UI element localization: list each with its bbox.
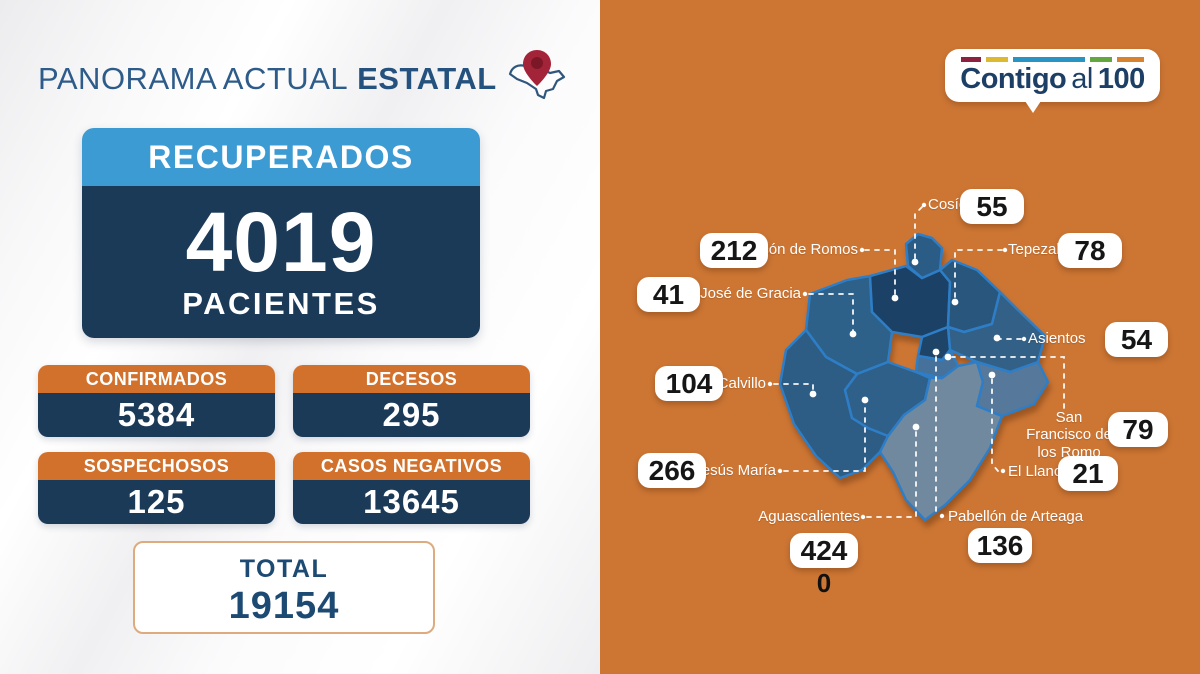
map-dot-aguascalientes — [912, 423, 920, 431]
logo-dash-yellow — [986, 57, 1008, 62]
stat-card-sospechosos: SOSPECHOSOS 125 — [38, 452, 275, 524]
stat-card-confirmados: CONFIRMADOS 5384 — [38, 365, 275, 437]
stat-card-sospechosos-value: 125 — [38, 480, 275, 524]
recovered-unit: PACIENTES — [182, 286, 380, 321]
logo-dash-maroon — [961, 57, 981, 62]
map-dot-san-francisco-de-los-romo — [944, 353, 952, 361]
map-dot-el-llano — [988, 371, 996, 379]
mexico-map-pin-icon — [508, 50, 565, 100]
aguascalientes-municipalities-map — [767, 202, 1065, 522]
municipal-map-panel: Contigo al 100 Cosío Rincón de Romos Tepez… — [600, 0, 1200, 674]
stat-card-casos-negativos: CASOS NEGATIVOS 13645 — [293, 452, 530, 524]
total-label: TOTAL — [239, 555, 329, 583]
municipality-label-san-jose-de-gracia: San José de Gracia — [669, 285, 801, 302]
municipality-label-san-francisco-de-los-romo: San Francisco de los Romo — [1026, 409, 1112, 461]
stat-card-decesos-value: 295 — [293, 393, 530, 437]
stat-card-decesos-label: DECESOS — [293, 365, 530, 393]
municipality-label-pabellon-de-arteaga: Pabellón de Arteaga — [948, 508, 1084, 525]
municipality-label-rincon-de-romos: Rincón de Romos — [738, 241, 858, 258]
recovered-value: 4019 — [185, 195, 377, 289]
recovered-card-header: RECUPERADOS — [82, 128, 480, 186]
logo-color-dashes — [945, 57, 1160, 62]
case-badge-asientos: 54 — [1105, 322, 1168, 357]
logo-word-100: 100 — [1097, 63, 1145, 95]
municipality-label-calvillo: Calvillo — [717, 375, 766, 392]
logo-text: Contigo al 100 — [945, 63, 1160, 96]
municipality-shapes — [778, 232, 1050, 522]
stat-card-casos-negativos-value: 13645 — [293, 480, 530, 524]
stat-card-confirmados-value: 5384 — [38, 393, 275, 437]
municipality-shape-tepezala — [938, 258, 1002, 334]
case-badge-calvillo: 104 — [655, 366, 723, 401]
case-badge-san-francisco-de-los-romo: 79 — [1108, 412, 1168, 447]
page-title-bold: ESTATAL — [357, 61, 497, 96]
map-dot-jesus-maria — [861, 396, 869, 404]
recovered-card: RECUPERADOS 4019 PACIENTES — [82, 128, 480, 338]
map-dot-san-jose-de-gracia — [849, 330, 857, 338]
case-badge-san-jose-de-gracia: 41 — [637, 277, 700, 312]
logo-word-al: al — [1071, 63, 1093, 95]
state-summary-panel: PANORAMA ACTUAL ESTATAL RECUPERADOS 4019… — [0, 0, 600, 674]
map-dot-calvillo — [809, 390, 817, 398]
stat-card-sospechosos-label: SOSPECHOSOS — [38, 452, 275, 480]
logo-word-contigo: Contigo — [960, 63, 1067, 95]
municipality-label-tepezala: Tepezalá — [1008, 241, 1069, 258]
logo-dash-green — [1090, 57, 1112, 62]
case-badge-rincon-de-romos: 212 — [700, 233, 768, 268]
stat-card-casos-negativos-label: CASOS NEGATIVOS — [293, 452, 530, 480]
municipality-label-aguascalientes: Aguascalientes — [758, 508, 860, 525]
label-connector-lines — [767, 202, 1065, 520]
stat-card-confirmados-label: CONFIRMADOS — [38, 365, 275, 393]
logo-dash-orange — [1117, 57, 1144, 62]
municipality-label-asientos: Asientos — [1028, 330, 1086, 347]
case-badge-tepezala: 78 — [1058, 233, 1122, 268]
contigo-al-100-logo: Contigo al 100 — [945, 49, 1160, 113]
total-value: 19154 — [228, 585, 340, 627]
stat-card-decesos: DECESOS 295 — [293, 365, 530, 437]
map-dot-tepezala — [951, 298, 959, 306]
case-badge-pabellon-de-arteaga: 136 — [968, 528, 1032, 563]
total-card: TOTAL 19154 — [133, 541, 435, 634]
map-dot-asientos — [993, 334, 1001, 342]
case-badge-cosio: 55 — [960, 189, 1024, 224]
map-dot-cosio — [911, 258, 919, 266]
municipality-shape-el-llano — [975, 360, 1050, 418]
case-badge-aguascalientes: 424 — [790, 533, 858, 568]
municipality-label-cosio: Cosío — [928, 196, 968, 213]
logo-dash-blue — [1013, 57, 1085, 62]
municipality-label-jesus-maria: Jesús María — [694, 462, 776, 479]
page-title: PANORAMA ACTUAL ESTATAL — [38, 50, 567, 104]
page-title-normal: PANORAMA ACTUAL — [38, 61, 349, 96]
municipality-label-el-llano: El Llano — [1008, 463, 1063, 480]
case-badge-jesus-maria: 266 — [638, 453, 706, 488]
case-badge-el-llano: 21 — [1058, 456, 1118, 491]
map-dot-rincon-de-romos — [891, 294, 899, 302]
map-dot-pabellon-de-arteaga — [932, 348, 940, 356]
municipality-shape-asientos — [946, 290, 1047, 374]
recovered-card-body: 4019 PACIENTES — [82, 186, 480, 338]
case-badge-overflow-aguascalientes: 0 — [816, 568, 832, 598]
